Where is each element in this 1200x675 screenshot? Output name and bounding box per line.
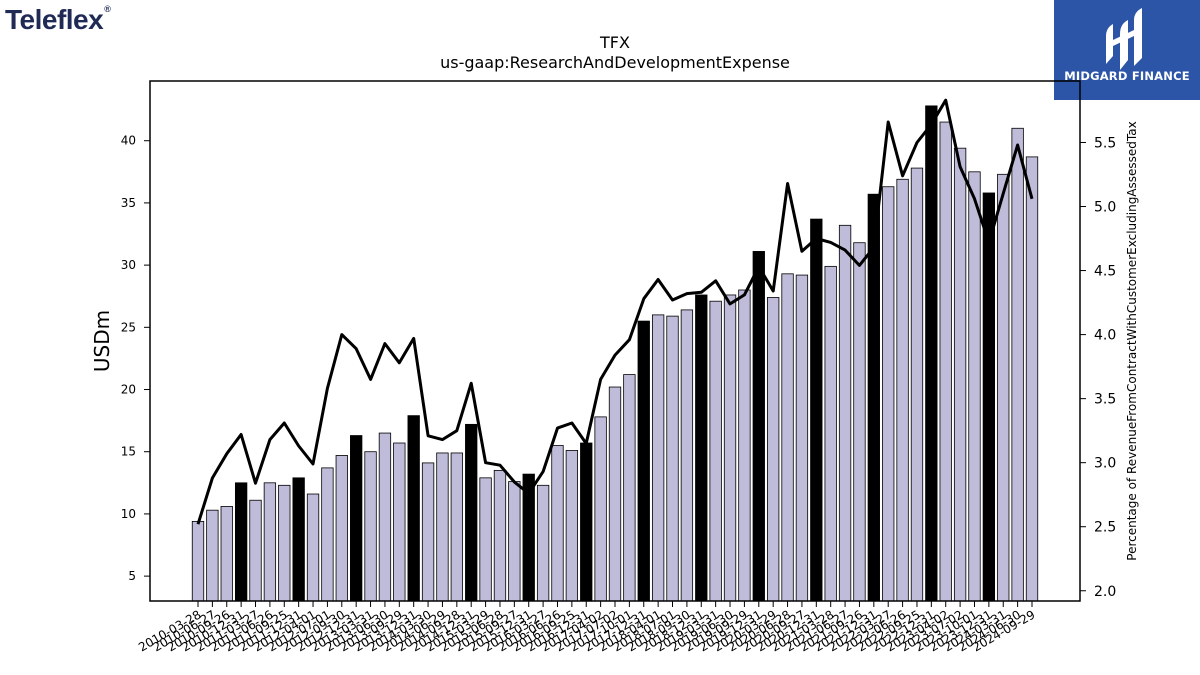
- bar-2014-03-30: [421, 462, 435, 602]
- y2-tick-label: 5.0: [1094, 200, 1116, 216]
- partner-name: MIDGARD FINANCE: [1064, 69, 1190, 83]
- bar-2015-03-29: [479, 477, 492, 602]
- bar-2014-09-28: [450, 452, 463, 602]
- bar-2017-12-31: [637, 320, 650, 602]
- bar-2010-09-26: [220, 506, 233, 602]
- bars-layer: [191, 105, 1039, 602]
- y2-tick-label: 5.5: [1094, 135, 1116, 151]
- bar-2011-06-26: [263, 482, 277, 602]
- midgard-finance-logo: MIDGARD FINANCE: [1054, 0, 1200, 100]
- bar-2016-09-25: [565, 450, 579, 602]
- bar-2022-09-25: [910, 167, 924, 602]
- y-tick-label: 40: [121, 134, 136, 148]
- bar-2018-07-01: [666, 315, 679, 602]
- bar-2019-03-31: [709, 300, 722, 602]
- bar-2011-09-25: [278, 484, 291, 602]
- y2-tick-label: 3.0: [1094, 456, 1116, 472]
- bar-2017-04-02: [594, 416, 607, 602]
- bar-2017-07-02: [608, 386, 622, 602]
- bar-2010-06-27: [206, 509, 219, 602]
- y-tick-label: 5: [128, 569, 136, 583]
- logo-text: Teleflex: [5, 4, 104, 35]
- bar-2020-03-29: [767, 297, 780, 602]
- line-layer: [196, 98, 1034, 525]
- bar-2023-04-02: [939, 121, 952, 602]
- bar-2023-07-02: [953, 147, 967, 602]
- bar-2024-06-30: [1011, 127, 1024, 602]
- bar-2017-10-01: [623, 374, 636, 602]
- y2-tick-label: 4.5: [1094, 264, 1116, 280]
- bar-2018-04-01: [651, 314, 665, 602]
- bar-2018-09-30: [680, 309, 694, 602]
- bar-2021-12-31: [867, 193, 880, 602]
- bar-2020-09-27: [795, 274, 809, 602]
- bar-2023-12-31: [982, 192, 996, 602]
- midgard-emblem-icon: [1106, 8, 1142, 70]
- bar-2015-06-28: [493, 469, 507, 602]
- bar-2023-10-01: [968, 171, 981, 602]
- bar-2012-07-01: [321, 467, 334, 602]
- bar-2020-06-28: [781, 273, 794, 602]
- y-tick-label: 10: [121, 507, 136, 521]
- percentage-line: [196, 98, 1034, 525]
- y2-tick-label: 3.5: [1094, 392, 1116, 408]
- bar-2021-06-27: [838, 224, 852, 602]
- bar-2014-12-31: [465, 423, 478, 602]
- bar-2022-06-26: [896, 178, 909, 602]
- bar-2018-12-31: [695, 294, 708, 602]
- y-tick-label: 30: [121, 258, 136, 272]
- y2-tick-label: 2.5: [1094, 520, 1116, 536]
- bar-2016-06-26: [551, 445, 564, 602]
- bar-2024-09-29: [1025, 156, 1039, 602]
- bar-2015-09-27: [508, 481, 521, 602]
- bar-2011-03-27: [249, 499, 262, 602]
- bar-2016-03-27: [536, 484, 550, 602]
- bar-2013-06-30: [378, 432, 392, 602]
- bar-2013-03-31: [364, 451, 377, 602]
- bar-2019-09-29: [738, 289, 751, 602]
- y-axis-label: USDm: [90, 310, 114, 372]
- axes-layer: 5101520253035402.02.53.03.54.04.55.05.52…: [121, 80, 1116, 654]
- bar-2022-03-27: [882, 186, 895, 602]
- bar-2020-12-31: [810, 218, 823, 602]
- bar-2012-09-30: [335, 455, 348, 602]
- bar-2011-12-31: [292, 477, 305, 602]
- y-tick-label: 20: [121, 383, 136, 397]
- y2-tick-label: 4.0: [1094, 328, 1116, 344]
- bar-2019-06-30: [723, 294, 737, 602]
- bar-2021-09-26: [853, 242, 866, 602]
- bar-2021-03-28: [824, 265, 837, 602]
- y-tick-label: 15: [121, 445, 136, 459]
- y2-axis-label: Percentage of RevenueFromContractWithCus…: [1125, 121, 1139, 560]
- bar-2019-12-31: [752, 251, 765, 602]
- y2-tick-label: 2.0: [1094, 584, 1116, 600]
- teleflex-logo: Teleflex®: [5, 4, 111, 36]
- chart-subtitle: us-gaap:ResearchAndDevelopmentExpense: [440, 53, 790, 72]
- bar-2010-12-31: [234, 482, 248, 602]
- bar-2010-03-28: [191, 520, 205, 602]
- y-tick-label: 25: [121, 320, 136, 334]
- bar-2022-12-31: [925, 105, 938, 602]
- bar-2013-09-29: [393, 442, 406, 602]
- chart-title: TFX: [599, 33, 630, 52]
- bar-2012-12-31: [350, 435, 363, 602]
- bar-2013-12-31: [407, 415, 420, 602]
- registered-mark: ®: [104, 4, 111, 14]
- y-tick-label: 35: [121, 196, 136, 210]
- bar-2016-12-31: [580, 442, 593, 602]
- bar-2012-04-01: [306, 493, 320, 602]
- bar-2024-03-31: [997, 173, 1010, 602]
- bar-2014-06-29: [436, 452, 449, 602]
